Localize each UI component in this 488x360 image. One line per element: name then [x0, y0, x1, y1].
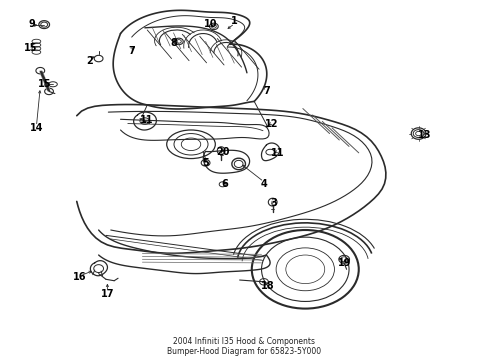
Text: 10: 10	[203, 18, 217, 28]
Text: 11: 11	[139, 115, 153, 125]
Text: Bumper-Hood Diagram for 65823-5Y000: Bumper-Hood Diagram for 65823-5Y000	[167, 347, 321, 356]
Text: 19: 19	[337, 258, 351, 268]
Text: 16: 16	[73, 272, 87, 282]
Text: 20: 20	[216, 147, 229, 157]
Text: 18: 18	[261, 282, 274, 292]
Text: 8: 8	[170, 38, 177, 48]
Text: 5: 5	[202, 158, 208, 168]
Text: 15: 15	[39, 79, 52, 89]
Text: 9: 9	[28, 18, 35, 28]
Text: 7: 7	[128, 46, 135, 57]
Text: 7: 7	[263, 86, 269, 96]
Text: 2: 2	[86, 56, 93, 66]
Text: 3: 3	[270, 198, 277, 208]
Text: 6: 6	[221, 179, 228, 189]
Text: 11: 11	[270, 148, 284, 158]
Text: 17: 17	[101, 289, 114, 298]
Text: 12: 12	[264, 119, 278, 129]
Text: 2004 Infiniti I35 Hood & Components: 2004 Infiniti I35 Hood & Components	[173, 337, 315, 346]
Text: 13: 13	[417, 130, 430, 140]
Text: 4: 4	[260, 179, 267, 189]
Text: 14: 14	[30, 123, 43, 133]
Text: 15: 15	[24, 43, 37, 53]
Text: 1: 1	[231, 17, 238, 26]
